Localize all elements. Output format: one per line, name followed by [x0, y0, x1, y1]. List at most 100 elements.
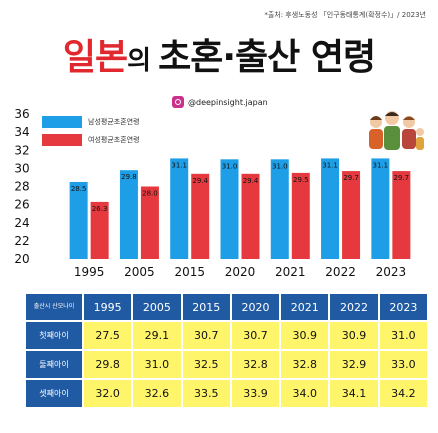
data-label-male: 31.1: [171, 161, 187, 169]
family-illustration: [369, 111, 424, 150]
bar-male: [371, 158, 390, 259]
table-cell: 34.2: [379, 380, 427, 407]
title-part-japan: 일본: [62, 37, 128, 78]
data-label-male: 31.0: [222, 162, 238, 170]
bar-male: [119, 170, 138, 259]
bar-male: [270, 159, 289, 259]
x-tick-label: 1995: [74, 265, 105, 279]
table-column-header: 2022: [330, 294, 378, 320]
data-label-male: 31.0: [272, 162, 288, 170]
table-cell: 32.6: [133, 380, 181, 407]
legend-label-male: 남성평균초혼연령: [88, 118, 140, 126]
table-cell: 29.1: [133, 322, 181, 349]
title-part-particle: 의: [127, 46, 159, 76]
table-cell: 31.0: [133, 351, 181, 378]
data-label-female: 29.4: [243, 177, 259, 185]
table-cell: 31.0: [379, 322, 427, 349]
table-row: 첫째아이 27.5 29.1 30.7 30.7 30.9 30.9 31.0: [26, 322, 427, 349]
table-cell: 33.9: [231, 380, 280, 407]
y-tick-label: 36: [14, 107, 29, 121]
data-label-male: 31.1: [373, 161, 389, 169]
age-table: 출산시 산모나이 1995 2005 2015 2020 2021 2022 2023 첫째…: [24, 292, 429, 409]
x-tick-label: 2005: [124, 265, 155, 279]
table-cell: 30.7: [182, 322, 230, 349]
x-axis: 1995 2005 2015 2020 2021 2022 2023: [74, 265, 406, 279]
table-cell: 33.5: [182, 380, 230, 407]
bar-male: [170, 158, 189, 259]
y-tick-label: 20: [14, 252, 29, 266]
data-label-female: 29.7: [343, 174, 359, 182]
bar-female: [140, 186, 159, 259]
legend-swatch-male: [42, 116, 82, 128]
table-cell: 32.5: [182, 351, 230, 378]
table-column-header: 2023: [379, 294, 427, 320]
y-axis: 20 22 24 26 28 30 32 34 36: [14, 107, 29, 266]
table-cell: 29.8: [84, 351, 132, 378]
x-tick-label: 2023: [376, 265, 407, 279]
y-tick-label: 22: [14, 234, 29, 248]
x-tick-label: 2022: [325, 265, 356, 279]
instagram-icon: [172, 96, 184, 108]
bar-male: [69, 181, 88, 259]
x-tick-label: 2020: [225, 265, 256, 279]
bar-female: [90, 201, 109, 259]
table-cell: 32.9: [330, 351, 378, 378]
row-label: 셋째아이: [26, 380, 82, 407]
handle-label: @deepinsight.japan: [188, 97, 268, 107]
table-column-header: 2021: [281, 294, 329, 320]
data-label-male: 31.1: [322, 161, 338, 169]
data-label-male: 29.8: [121, 173, 137, 181]
row-label: 둘째아이: [26, 351, 82, 378]
chart-legend: 남성평균초혼연령 여성평균초혼연령: [42, 113, 140, 149]
table-cell: 30.9: [330, 322, 378, 349]
bar-female: [241, 173, 260, 259]
legend-item-female: 여성평균초혼연령: [42, 131, 140, 149]
page-title: 일본의 초혼·출산 연령: [0, 28, 438, 80]
bar-male: [220, 159, 239, 259]
data-label-female: 26.3: [92, 205, 108, 213]
title-part-main: 초혼·출산 연령: [158, 37, 376, 78]
bar-male: [321, 158, 340, 259]
legend-label-female: 여성평균초혼연령: [88, 136, 140, 144]
bar-female: [342, 171, 361, 259]
table-cell: 30.9: [281, 322, 329, 349]
x-tick-label: 2021: [275, 265, 306, 279]
table-row: 셋째아이 32.0 32.6 33.5 33.9 34.0 34.1 34.2: [26, 380, 427, 407]
y-tick-label: 28: [14, 180, 29, 194]
row-label: 첫째아이: [26, 322, 82, 349]
data-label-female: 29.4: [192, 177, 208, 185]
data-label-male: 28.5: [71, 185, 87, 193]
legend-item-male: 남성평균초혼연령: [42, 113, 140, 131]
bars-group: 28.5 26.3 29.8 28.0 31.1 29.4 31.0 29.4 31.0 29.5…: [69, 158, 411, 259]
y-tick-label: 34: [14, 125, 29, 139]
table-column-header: 1995: [84, 294, 132, 320]
data-label-female: 28.0: [142, 190, 158, 198]
x-tick-label: 2015: [174, 265, 205, 279]
table-cell: 27.5: [84, 322, 132, 349]
table-cell: 30.7: [231, 322, 280, 349]
y-tick-label: 32: [14, 143, 29, 157]
table-column-header: 2005: [133, 294, 181, 320]
table-cell: 32.8: [281, 351, 329, 378]
table-corner-header: 출산시 산모나이: [26, 294, 82, 320]
table-cell: 34.1: [330, 380, 378, 407]
table-cell: 32.0: [84, 380, 132, 407]
table-cell: 32.8: [231, 351, 280, 378]
y-tick-label: 24: [14, 216, 29, 230]
y-tick-label: 26: [14, 198, 29, 212]
table-row: 둘째아이 29.8 31.0 32.5 32.8 32.8 32.9 33.0: [26, 351, 427, 378]
data-label-female: 29.5: [293, 176, 309, 184]
table-column-header: 2020: [231, 294, 280, 320]
instagram-handle[interactable]: @deepinsight.japan: [172, 96, 268, 108]
y-tick-label: 30: [14, 161, 29, 175]
bar-female: [191, 173, 210, 259]
table-body: 첫째아이 27.5 29.1 30.7 30.7 30.9 30.9 31.0 둘째아이 29.8…: [26, 322, 427, 407]
legend-swatch-female: [42, 134, 82, 146]
data-label-female: 29.7: [394, 174, 410, 182]
bar-female: [392, 171, 411, 259]
table-cell: 33.0: [379, 351, 427, 378]
table-cell: 34.0: [281, 380, 329, 407]
table-header-row: 출산시 산모나이 1995 2005 2015 2020 2021 2022 2023: [26, 294, 427, 320]
source-note: *출처: 후생노동성 「인구동태통계(확정수)」/ 2023년: [264, 11, 426, 19]
